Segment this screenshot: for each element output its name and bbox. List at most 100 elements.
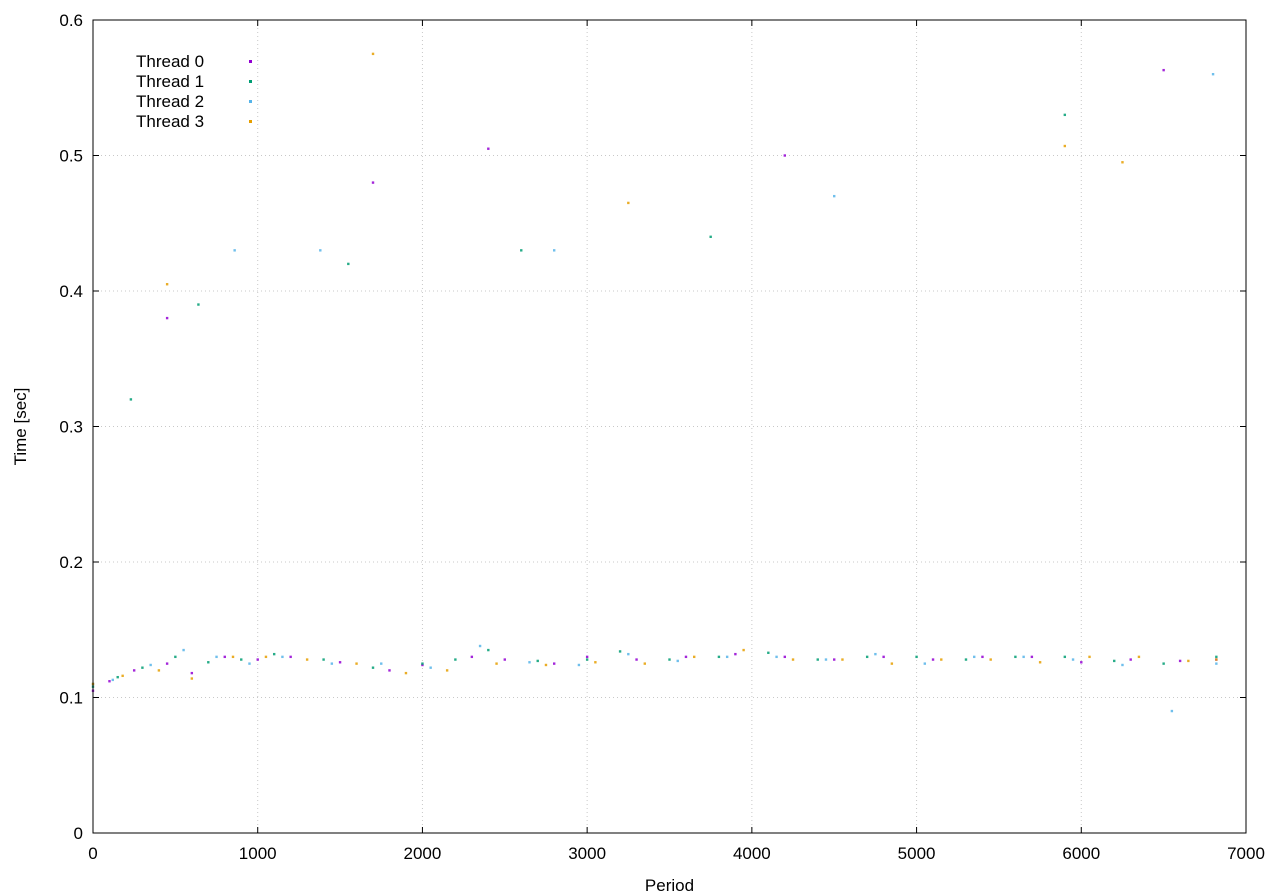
data-point [190,671,194,675]
data-point [816,658,819,661]
data-point [544,663,548,667]
y-axis-title: Time [sec] [11,388,30,466]
data-point [989,658,992,661]
legend-label: Thread 0 [136,52,204,71]
data-point [165,283,169,286]
grid [93,20,1246,833]
data-point [973,655,976,659]
data-point [882,655,885,659]
data-point [165,662,169,665]
data-point [240,658,243,661]
y-tick-label: 0.2 [59,553,83,572]
data-point [223,655,226,659]
data-point [371,666,375,669]
data-point [174,655,177,659]
data-point [141,666,144,669]
data-point [1178,659,1182,663]
data-point [289,655,292,659]
data-point [478,644,482,648]
data-point [964,658,968,661]
data-point [553,249,556,252]
data-point [319,249,322,252]
data-point [1137,655,1141,659]
data-point [129,398,133,401]
data-point [132,669,136,672]
data-point [627,201,630,205]
data-point [874,652,877,656]
data-point [717,655,721,659]
data-point [197,303,200,306]
data-point [536,659,539,663]
data-point [149,663,152,667]
data-point [454,658,457,661]
data-point [890,662,894,665]
data-point [111,678,114,682]
data-point [256,658,259,661]
data-point [775,655,778,659]
data-point [668,658,671,661]
axis-ticks: 0 1000 2000 3000 4000 5000 6000 7000 0 0.1 0.2 0.3 0… [59,11,1265,863]
data-point [116,675,119,679]
data-point [1113,659,1116,663]
data-point [421,662,424,665]
data-point [1063,655,1067,659]
data-point [1129,658,1132,661]
data-point [355,662,358,665]
data-point [742,648,745,652]
x-tick-label: 4000 [733,844,771,863]
data-point [865,655,869,659]
legend-marker [249,80,252,83]
y-tick-label: 0.3 [59,418,83,437]
data-point [121,674,124,678]
x-tick-label: 7000 [1227,844,1265,863]
data-point [627,652,630,656]
data-point [1187,659,1190,663]
y-tick-label: 0.4 [59,282,83,301]
legend-marker [249,120,252,123]
data-point [1088,655,1091,659]
x-tick-label: 2000 [404,844,442,863]
data-point [684,655,688,659]
data-point [1038,661,1042,664]
series-3 [91,52,1218,686]
data-point [585,658,589,661]
data-point [305,658,309,661]
legend-label: Thread 3 [136,112,204,131]
data-point [264,655,268,659]
data-point [528,661,531,664]
data-point [347,262,350,266]
data-point [553,662,556,665]
series-0 [91,68,1218,692]
data-point [404,671,408,675]
data-point [215,655,218,659]
data-point [1063,144,1067,148]
data-point [157,669,161,672]
data-point [725,655,729,659]
legend-label: Thread 1 [136,72,204,91]
data-point [618,650,622,653]
data-point [981,655,984,659]
data-point [322,658,325,661]
data-point [520,249,523,252]
x-tick-label: 1000 [239,844,277,863]
data-point [1121,663,1124,667]
legend-label: Thread 2 [136,92,204,111]
data-point [1063,113,1067,117]
data-point [429,666,432,669]
x-tick-label: 5000 [898,844,936,863]
data-point [931,658,935,661]
data-point [1170,709,1174,713]
data-point [503,658,506,661]
data-point [248,662,251,665]
data-point [643,662,646,665]
data-point [371,181,375,184]
series-2 [91,73,1218,713]
data-point [824,658,828,661]
y-tick-label: 0 [74,824,83,843]
data-point [1071,658,1075,661]
series-1 [91,113,1218,688]
data-point [791,658,795,661]
data-point [445,669,449,672]
data-point [1211,73,1215,76]
